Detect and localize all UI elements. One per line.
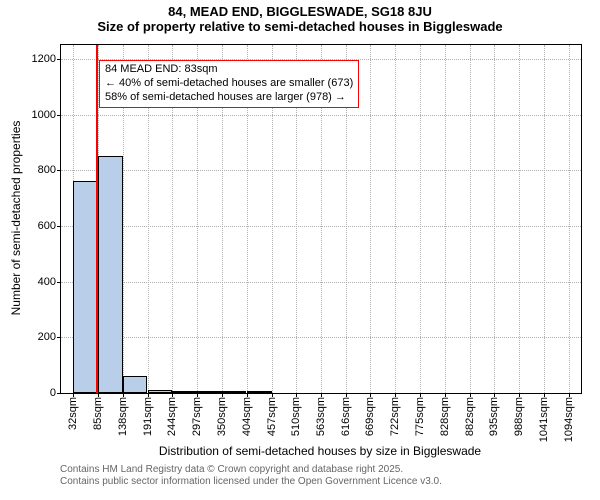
property-marker-line <box>96 45 98 393</box>
histogram-bar <box>197 391 222 393</box>
annotation-line: 84 MEAD END: 83sqm <box>105 63 353 77</box>
xtick-label: 1094sqm <box>563 397 575 442</box>
histogram-bar <box>222 391 247 393</box>
xtick-label: 1041sqm <box>538 397 550 442</box>
xtick-label: 404sqm <box>241 397 253 436</box>
gridline-vertical <box>370 45 371 393</box>
histogram-bar <box>73 181 98 393</box>
ytick-label: 1200 <box>32 53 61 65</box>
xtick-label: 722sqm <box>389 397 401 436</box>
footer-line-2: Contains public sector information licen… <box>60 476 442 487</box>
histogram-bar <box>98 156 123 393</box>
gridline-vertical <box>445 45 446 393</box>
xtick-label: 138sqm <box>117 397 129 436</box>
histogram-bar <box>247 391 272 393</box>
gridline-vertical <box>569 45 570 393</box>
xtick-label: 350sqm <box>216 397 228 436</box>
histogram-bar <box>123 376 148 393</box>
y-axis-label: Number of semi-detached properties <box>9 121 23 316</box>
ytick-label: 600 <box>38 220 61 232</box>
xtick-label: 775sqm <box>414 397 426 436</box>
histogram-bar <box>172 391 197 393</box>
xtick-label: 828sqm <box>439 397 451 436</box>
x-axis-label: Distribution of semi-detached houses by … <box>159 444 481 458</box>
xtick-label: 32sqm <box>67 397 79 430</box>
annotation-line: ← 40% of semi-detached houses are smalle… <box>105 77 353 91</box>
gridline-vertical <box>494 45 495 393</box>
xtick-label: 85sqm <box>92 397 104 430</box>
title-line-2: Size of property relative to semi-detach… <box>0 19 600 34</box>
footer-text: Contains HM Land Registry data © Crown c… <box>60 464 442 488</box>
xtick-label: 457sqm <box>266 397 278 436</box>
ytick-label: 400 <box>38 276 61 288</box>
annotation-line: 58% of semi-detached houses are larger (… <box>105 91 353 105</box>
gridline-vertical <box>420 45 421 393</box>
ytick-label: 0 <box>50 387 61 399</box>
histogram-bar <box>148 390 173 393</box>
gridline-vertical <box>544 45 545 393</box>
plot-area: 02004006008001000120032sqm85sqm138sqm191… <box>60 44 582 394</box>
xtick-label: 935sqm <box>488 397 500 436</box>
ytick-label: 800 <box>38 164 61 176</box>
ytick-label: 1000 <box>32 109 61 121</box>
xtick-label: 191sqm <box>142 397 154 436</box>
xtick-label: 510sqm <box>290 397 302 436</box>
footer-line-1: Contains HM Land Registry data © Crown c… <box>60 464 403 475</box>
xtick-label: 616sqm <box>340 397 352 436</box>
xtick-label: 244sqm <box>166 397 178 436</box>
xtick-label: 988sqm <box>513 397 525 436</box>
ytick-label: 200 <box>38 331 61 343</box>
xtick-label: 297sqm <box>191 397 203 436</box>
title-line-1: 84, MEAD END, BIGGLESWADE, SG18 8JU <box>0 0 600 19</box>
chart-container: 84, MEAD END, BIGGLESWADE, SG18 8JU Size… <box>0 0 600 500</box>
annotation-box: 84 MEAD END: 83sqm← 40% of semi-detached… <box>99 60 359 107</box>
xtick-label: 563sqm <box>315 397 327 436</box>
gridline-vertical <box>470 45 471 393</box>
gridline-vertical <box>519 45 520 393</box>
xtick-label: 669sqm <box>364 397 376 436</box>
gridline-vertical <box>395 45 396 393</box>
xtick-label: 882sqm <box>464 397 476 436</box>
